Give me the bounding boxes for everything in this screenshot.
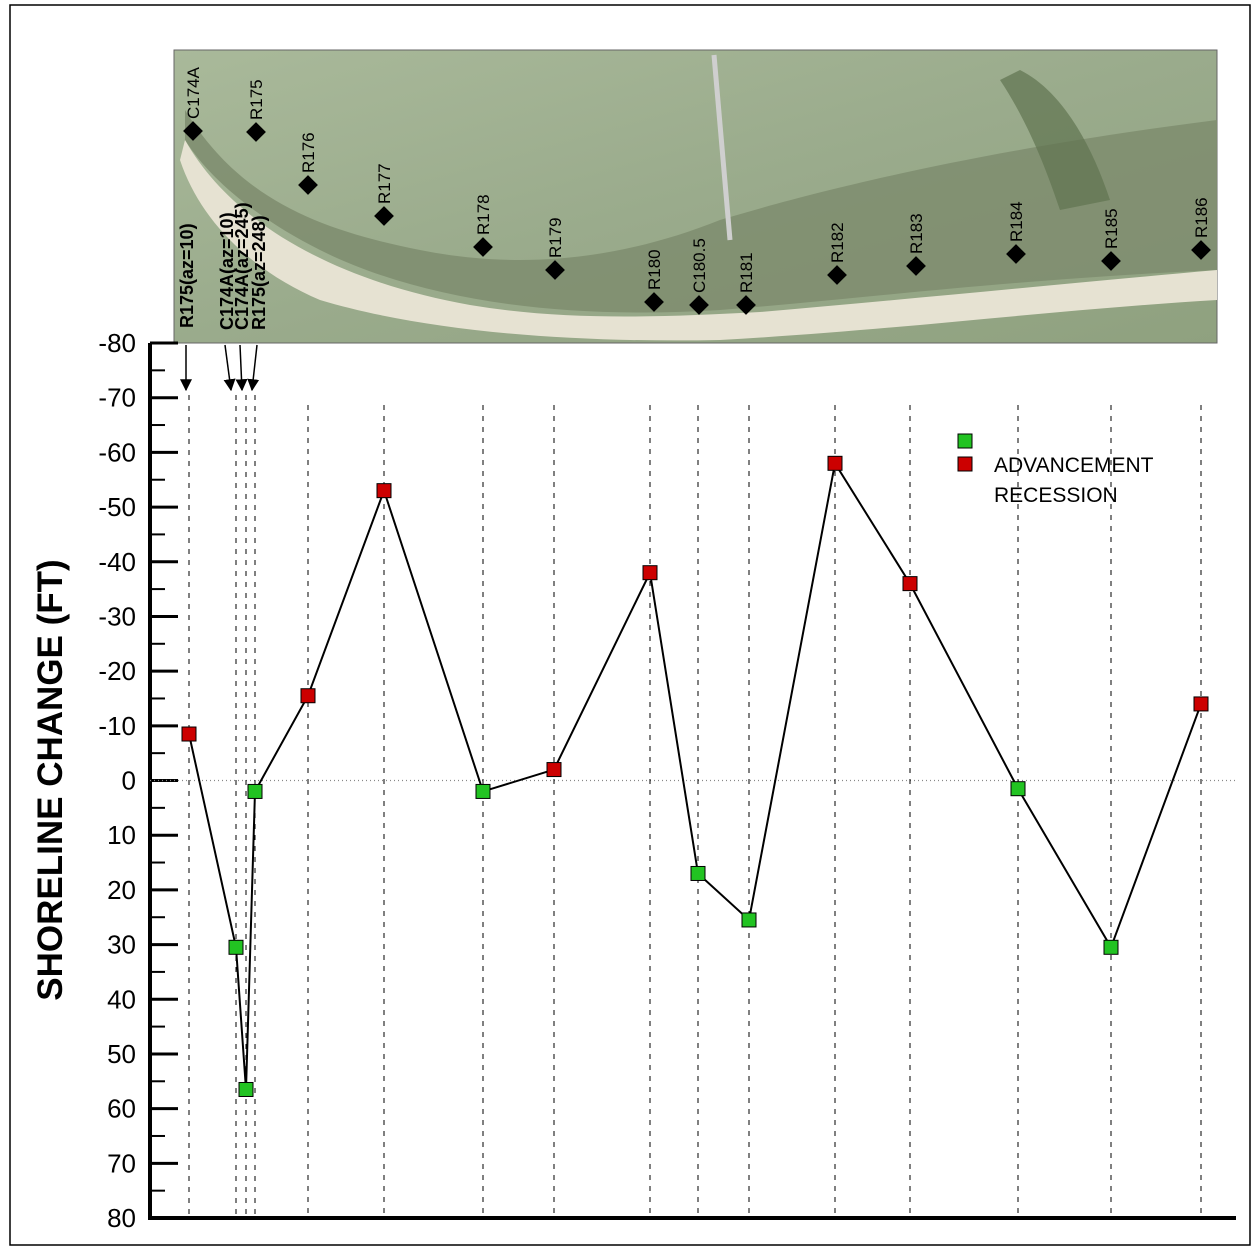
legend-swatch bbox=[958, 457, 972, 471]
data-point bbox=[547, 763, 561, 777]
legend-label: RECESSION bbox=[994, 484, 1118, 507]
y-tick-label: 70 bbox=[107, 1148, 136, 1178]
data-point bbox=[742, 913, 756, 927]
y-tick-label: 50 bbox=[107, 1039, 136, 1069]
y-tick-label: 30 bbox=[107, 930, 136, 960]
data-point bbox=[691, 866, 705, 880]
y-tick-label: -50 bbox=[98, 492, 136, 522]
y-tick-label: -10 bbox=[98, 711, 136, 741]
y-axis-label: SHORELINE CHANGE (FT) bbox=[31, 559, 70, 1000]
data-point bbox=[301, 689, 315, 703]
y-tick-label: -40 bbox=[98, 547, 136, 577]
map-label: R183 bbox=[907, 213, 926, 254]
map-label: R179 bbox=[546, 217, 565, 258]
pointer-arrow bbox=[240, 345, 242, 390]
data-point bbox=[229, 940, 243, 954]
data-point bbox=[377, 484, 391, 498]
y-tick-label: 40 bbox=[107, 984, 136, 1014]
y-tick-label: -70 bbox=[98, 383, 136, 413]
pointer-arrow bbox=[252, 345, 257, 390]
legend-label: ADVANCEMENT bbox=[994, 454, 1154, 477]
data-point bbox=[643, 566, 657, 580]
y-tick-label: -30 bbox=[98, 601, 136, 631]
pointer-arrow bbox=[225, 345, 231, 390]
data-point bbox=[182, 727, 196, 741]
map-label: R185 bbox=[1102, 208, 1121, 249]
y-tick-label: 10 bbox=[107, 820, 136, 850]
y-tick-label: -60 bbox=[98, 437, 136, 467]
data-point bbox=[239, 1082, 253, 1096]
map-label: R186 bbox=[1192, 197, 1211, 238]
map-label: R178 bbox=[474, 194, 493, 235]
y-tick-label: -20 bbox=[98, 656, 136, 686]
map-label: R176 bbox=[299, 132, 318, 173]
data-point bbox=[476, 784, 490, 798]
map-label: R184 bbox=[1007, 201, 1026, 242]
map-label: R180 bbox=[645, 249, 664, 290]
data-point bbox=[1194, 697, 1208, 711]
y-tick-label: 80 bbox=[107, 1203, 136, 1233]
data-point bbox=[828, 456, 842, 470]
map-label: R182 bbox=[828, 222, 847, 263]
y-tick-label: 60 bbox=[107, 1094, 136, 1124]
data-line bbox=[189, 463, 1201, 1089]
y-tick-label: 20 bbox=[107, 875, 136, 905]
data-point bbox=[1104, 940, 1118, 954]
data-point bbox=[1011, 782, 1025, 796]
legend-swatch bbox=[958, 434, 972, 448]
y-tick-label: 0 bbox=[122, 766, 136, 796]
map-label: C180.5 bbox=[690, 238, 709, 293]
data-point bbox=[903, 577, 917, 591]
chart: SHORELINE CHANGE (FT) C174A R175 R176 R177 R… bbox=[0, 0, 1259, 1253]
map-label: C174A bbox=[184, 66, 203, 119]
profile-label: R175(az=10) bbox=[177, 223, 197, 328]
map-label: R177 bbox=[375, 163, 394, 204]
profile-label: R175(az=248) bbox=[249, 215, 269, 330]
map-label: R175 bbox=[247, 79, 266, 120]
map-label: R181 bbox=[737, 252, 756, 293]
data-point bbox=[248, 784, 262, 798]
y-tick-label: -80 bbox=[98, 328, 136, 358]
